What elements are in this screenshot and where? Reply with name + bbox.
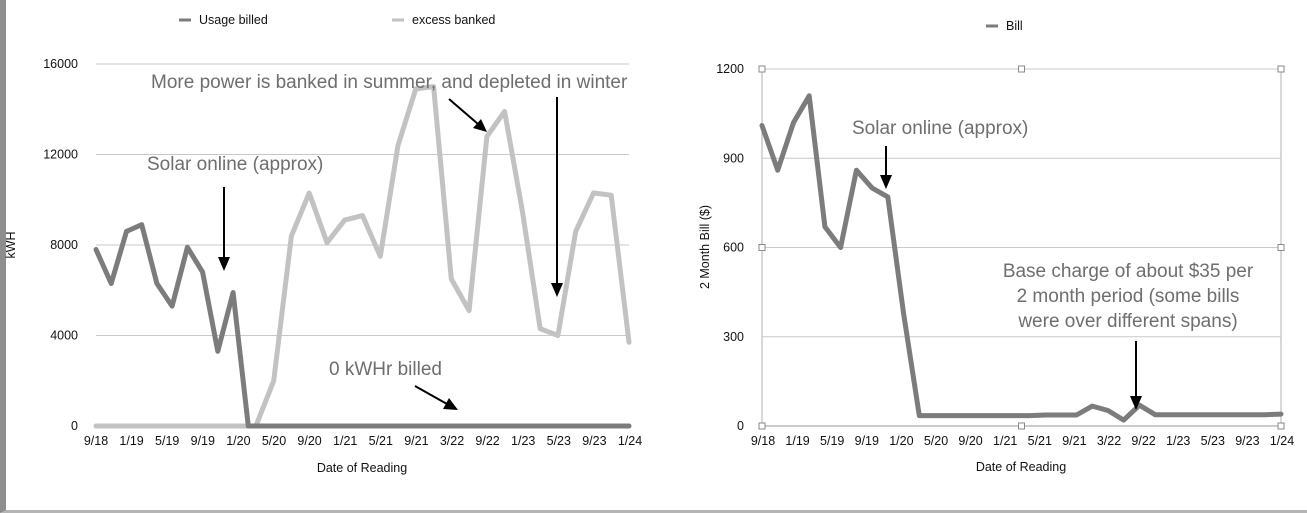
x-tick-label: 9/23 [582, 434, 606, 448]
legend-label-usage-billed: Usage billed [199, 13, 268, 27]
left-x-axis-title: Date of Reading [317, 461, 407, 475]
arrow-head [1130, 396, 1142, 410]
right-y-axis-title: 2 Month Bill ($) [698, 205, 712, 289]
x-tick-label: 5/20 [262, 434, 286, 448]
arrow-zero-billed [414, 385, 448, 405]
arrow-head [443, 398, 458, 410]
x-tick-label: 1/21 [333, 434, 357, 448]
y-tick-label: 0 [71, 419, 78, 433]
resize-handle[interactable] [1018, 65, 1025, 73]
y-tick-label: 16000 [43, 57, 78, 71]
annotation-arrows-left [218, 97, 563, 410]
resize-handle[interactable] [1277, 65, 1285, 73]
x-tick-label: 9/20 [958, 434, 982, 448]
annotation-base-charge-line-3: were over different spans) [1017, 311, 1237, 332]
x-tick-label: 1/19 [785, 434, 809, 448]
resize-handle[interactable] [758, 65, 766, 73]
resize-handle[interactable] [758, 422, 766, 430]
annotation-base-charge-line-1: Base charge of about $35 per [1003, 261, 1254, 282]
y-tick-label: 12000 [43, 148, 78, 162]
annotation-arrows-right [880, 146, 1142, 410]
annotation-banked-summer: More power is banked in summer, and depl… [151, 72, 628, 93]
x-tick-label: 3/22 [440, 434, 464, 448]
x-tick-label: 9/19 [855, 434, 879, 448]
series-line-excess-banked [93, 84, 632, 429]
x-tick-label: 9/21 [404, 434, 428, 448]
resize-handle[interactable] [758, 244, 766, 251]
x-tick-label: 1/24 [618, 434, 642, 448]
x-tick-label: 5/20 [924, 434, 948, 448]
x-tick-label: 9/23 [1235, 434, 1259, 448]
left-y-axis-title: kWH [4, 231, 18, 258]
series-line-usage-billed [93, 222, 632, 429]
x-tick-label: 9/19 [191, 434, 215, 448]
arrow-summer [448, 98, 479, 125]
annotation-zero-billed: 0 kWHr billed [329, 359, 442, 380]
right-gridlines [762, 68, 1281, 427]
y-tick-label: 4000 [50, 329, 78, 343]
left-chart: 0 4000 8000 12000 16000 9/18 1/19 5/19 9/19 1/20… [4, 13, 642, 475]
x-tick-label: 3/22 [1097, 434, 1121, 448]
x-tick-label: 1/23 [1166, 434, 1190, 448]
x-tick-label: 5/19 [155, 434, 179, 448]
annotation-solar-online-left: Solar online (approx) [147, 154, 323, 175]
left-x-tick-labels: 9/18 1/19 5/19 9/19 1/20 5/20 9/20 1/21 5/21 9/21… [84, 434, 642, 448]
legend-label-excess-banked: excess banked [412, 13, 495, 27]
right-x-tick-labels: 9/18 1/19 5/19 9/19 1/20 5/20 9/20 1/21 5/21 9/21… [751, 434, 1294, 448]
legend-label-bill: Bill [1006, 19, 1023, 33]
resize-handle[interactable] [1018, 422, 1025, 430]
x-tick-label: 9/20 [297, 434, 321, 448]
y-tick-label: 1200 [716, 62, 744, 76]
resize-handle[interactable] [1277, 244, 1285, 251]
arrow-head [473, 119, 487, 132]
x-tick-label: 9/21 [1062, 434, 1086, 448]
selection-handles [758, 65, 1285, 430]
x-tick-label: 1/19 [119, 434, 143, 448]
y-tick-label: 900 [723, 151, 744, 165]
x-tick-label: 5/19 [820, 434, 844, 448]
x-tick-label: 9/22 [1131, 434, 1155, 448]
annotation-base-charge-line-2: 2 month period (some bills [1017, 286, 1240, 307]
left-y-tick-labels: 0 4000 8000 12000 16000 [43, 57, 78, 433]
x-tick-label: 9/22 [475, 434, 499, 448]
series-line-bill [759, 93, 1284, 423]
x-tick-label: 9/18 [84, 434, 108, 448]
right-y-tick-labels: 0 300 600 900 1200 [716, 62, 744, 433]
x-tick-label: 5/21 [1028, 434, 1052, 448]
y-tick-label: 8000 [50, 238, 78, 252]
x-tick-label: 1/24 [1270, 434, 1294, 448]
x-tick-label: 5/23 [547, 434, 571, 448]
annotation-solar-online-right: Solar online (approx) [852, 118, 1028, 139]
x-tick-label: 5/23 [1201, 434, 1225, 448]
x-tick-label: 1/23 [511, 434, 535, 448]
x-tick-label: 5/21 [369, 434, 393, 448]
arrow-head [218, 257, 230, 271]
right-x-axis-title: Date of Reading [976, 460, 1066, 474]
y-tick-label: 600 [723, 241, 744, 255]
y-tick-label: 0 [737, 419, 744, 433]
x-tick-label: 9/18 [751, 434, 775, 448]
x-tick-label: 1/20 [889, 434, 913, 448]
x-tick-label: 1/21 [993, 434, 1017, 448]
resize-handle[interactable] [1277, 422, 1285, 430]
arrow-head [880, 175, 892, 189]
x-tick-label: 1/20 [226, 434, 250, 448]
arrow-head [551, 283, 563, 297]
y-tick-label: 300 [723, 330, 744, 344]
